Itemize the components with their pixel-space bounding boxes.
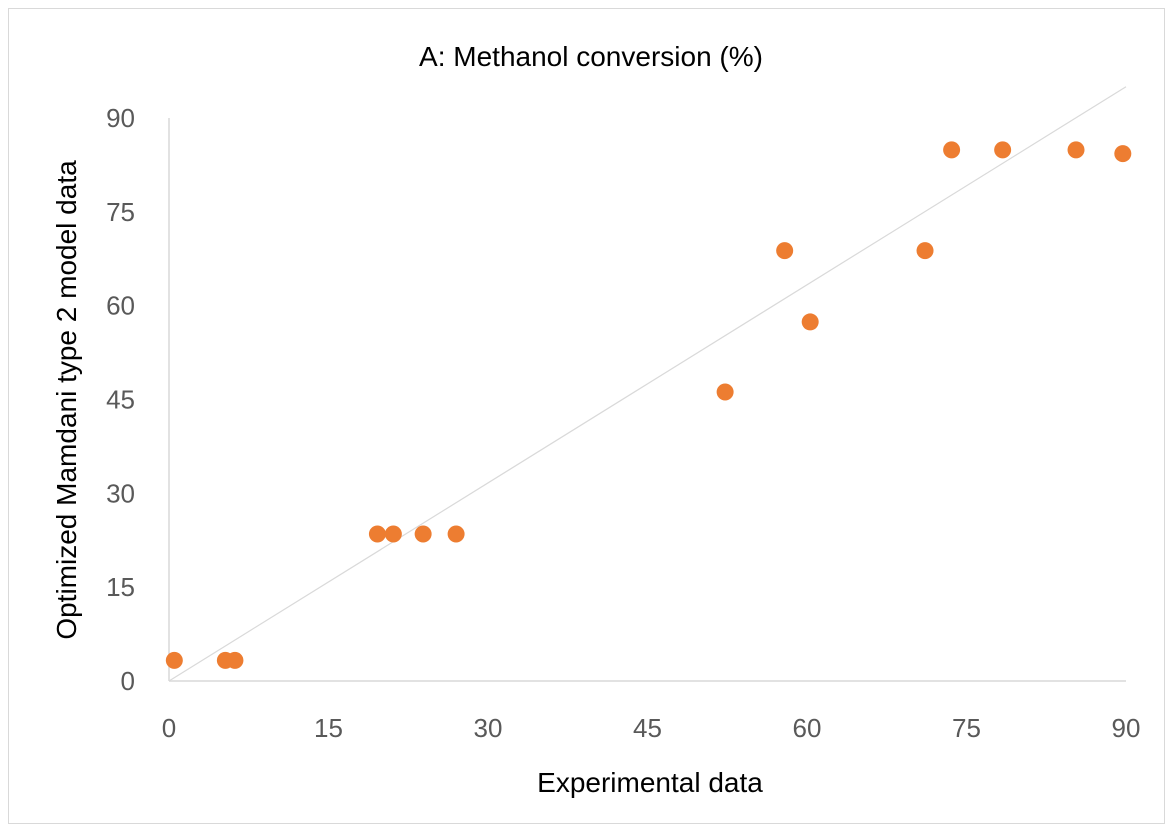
- chart-frame: [8, 8, 1165, 824]
- data-point: [414, 525, 432, 543]
- y-tick-label: 60: [106, 291, 135, 321]
- chart-title: A: Methanol conversion (%): [419, 41, 763, 72]
- data-point: [943, 141, 961, 159]
- y-tick-label: 15: [106, 572, 135, 602]
- data-point: [447, 525, 465, 543]
- x-axis-title: Experimental data: [537, 767, 763, 798]
- data-point: [801, 313, 819, 331]
- data-point: [716, 383, 734, 401]
- data-point: [994, 141, 1012, 159]
- data-point: [226, 651, 244, 669]
- y-tick-label: 30: [106, 478, 135, 508]
- x-tick-label: 15: [314, 713, 343, 743]
- data-point: [916, 242, 934, 260]
- data-point: [368, 525, 386, 543]
- y-tick-label: 90: [106, 103, 135, 133]
- x-tick-label: 0: [162, 713, 176, 743]
- data-point: [384, 525, 402, 543]
- y-tick-label: 75: [106, 197, 135, 227]
- data-point: [1067, 141, 1085, 159]
- x-tick-label: 90: [1112, 713, 1141, 743]
- x-tick-label: 60: [793, 713, 822, 743]
- data-point: [776, 242, 794, 260]
- x-tick-label: 75: [952, 713, 981, 743]
- data-point: [1114, 145, 1132, 163]
- y-tick-label: 0: [121, 666, 135, 696]
- y-tick-label: 45: [106, 385, 135, 415]
- trendline: [168, 86, 1127, 682]
- x-tick-label: 30: [474, 713, 503, 743]
- y-axis-title: Optimized Mamdani type 2 model data: [51, 160, 82, 640]
- x-tick-label: 45: [633, 713, 662, 743]
- data-point: [165, 651, 183, 669]
